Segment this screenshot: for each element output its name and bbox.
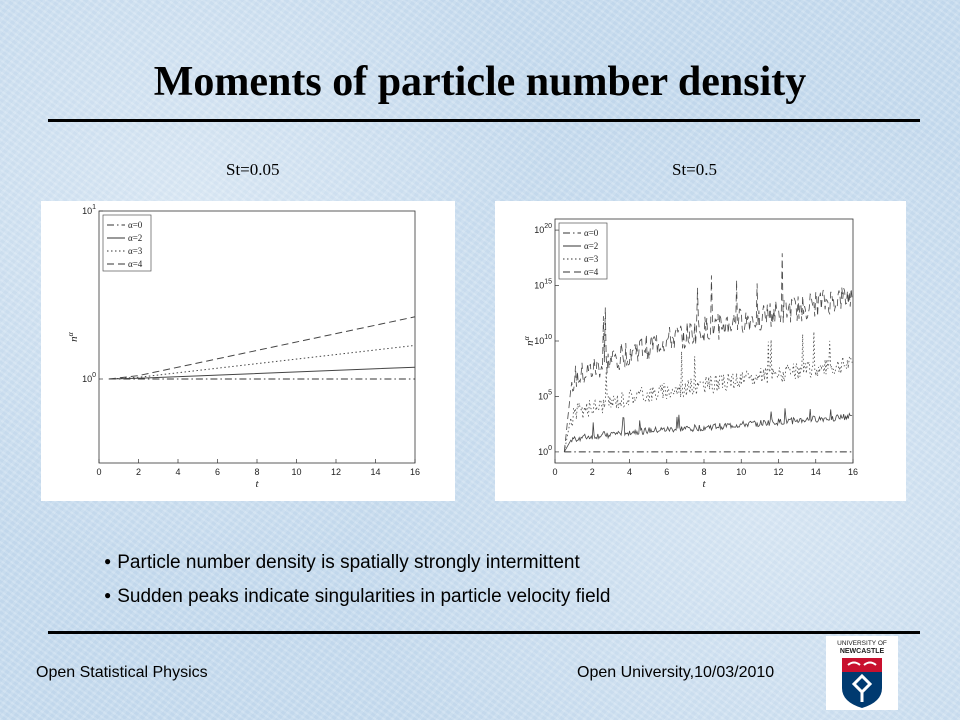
y-tick-label: 1010 xyxy=(534,334,552,346)
x-tick-label: 8 xyxy=(254,467,259,477)
x-tick-label: 2 xyxy=(136,467,141,477)
legend-label: α=2 xyxy=(128,233,142,243)
y-tick-label: 1015 xyxy=(534,279,552,291)
x-tick-label: 2 xyxy=(590,467,595,477)
y-tick-label: 100 xyxy=(538,445,552,457)
university-crest-icon: UNIVERSITY OF NEWCASTLE xyxy=(826,636,898,710)
chart-panel-left: 0 2 4 6 8 10 12 14 16 100 101 t nα α=0 α=2 α=3 α=4 xyxy=(41,201,455,501)
x-tick-label: 6 xyxy=(664,467,669,477)
x-tick-label: 4 xyxy=(175,467,180,477)
x-tick-label: 16 xyxy=(410,467,420,477)
y-tick-label: 100 xyxy=(82,372,96,384)
plot-area xyxy=(98,210,416,464)
logo-text-line1: UNIVERSITY OF xyxy=(837,640,887,647)
y-axis-label: nα xyxy=(522,335,536,346)
panel-label-left: St=0.05 xyxy=(226,160,280,179)
title-divider xyxy=(48,119,920,122)
legend-label: α=4 xyxy=(128,259,143,269)
legend-label: α=4 xyxy=(584,267,599,277)
x-tick-label: 10 xyxy=(291,467,301,477)
x-tick-label: 14 xyxy=(811,467,821,477)
legend-label: α=0 xyxy=(128,220,143,230)
x-tick-label: 16 xyxy=(848,467,858,477)
y-axis-label: nα xyxy=(66,331,80,342)
bullet-dot-icon: ● xyxy=(104,588,112,602)
x-tick-label: 6 xyxy=(215,467,220,477)
panel-label-right: St=0.5 xyxy=(672,160,718,179)
crest-chief xyxy=(842,658,882,672)
bullet-list: ● Particle number density is spatially st… xyxy=(104,545,610,613)
chart-panel-right: 0 2 4 6 8 10 12 14 16 100 105 1010 1015 1020 t nα α=0 α=2… xyxy=(495,201,906,501)
x-tick-label: 12 xyxy=(331,467,341,477)
y-tick-label: 1020 xyxy=(534,223,552,235)
series-line xyxy=(108,366,416,380)
series-line xyxy=(563,253,853,452)
legend-label: α=0 xyxy=(584,228,599,238)
series-line xyxy=(563,408,853,453)
x-tick-label: 12 xyxy=(773,467,783,477)
x-tick-label: 0 xyxy=(96,467,101,477)
legend-box xyxy=(102,214,152,272)
footer-divider xyxy=(48,631,920,634)
x-tick-label: 10 xyxy=(736,467,746,477)
legend-label: α=3 xyxy=(128,246,143,256)
chart-st005: 0 2 4 6 8 10 12 14 16 100 101 t nα α=0 α=2 α=3 α=4 xyxy=(66,204,420,490)
slide-title: Moments of particle number density xyxy=(153,59,807,105)
legend-label: α=2 xyxy=(584,241,598,251)
bullet-text: Sudden peaks indicate singularities in p… xyxy=(117,586,611,607)
legend-label: α=3 xyxy=(584,254,599,264)
bullet-item: ● Particle number density is spatially st… xyxy=(104,545,610,579)
footer-right-text: Open University,10/03/2010 xyxy=(577,664,775,681)
y-tick-label: 105 xyxy=(538,389,552,401)
x-axis-label: t xyxy=(255,478,259,490)
x-tick-label: 8 xyxy=(701,467,706,477)
bullet-text: Particle number density is spatially str… xyxy=(117,552,580,573)
logo-text-line2: NEWCASTLE xyxy=(840,648,885,655)
legend-box xyxy=(558,222,608,280)
bullet-dot-icon: ● xyxy=(104,554,112,568)
x-tick-label: 0 xyxy=(552,467,557,477)
bullet-item: ● Sudden peaks indicate singularities in … xyxy=(104,579,610,613)
chart-st05: 0 2 4 6 8 10 12 14 16 100 105 1010 1015 1020 t nα α=0 α=2… xyxy=(522,218,858,490)
footer-left-text: Open Statistical Physics xyxy=(36,664,208,681)
x-tick-label: 14 xyxy=(370,467,380,477)
x-tick-label: 4 xyxy=(627,467,632,477)
x-axis-label: t xyxy=(702,478,706,490)
y-tick-label: 101 xyxy=(82,204,96,216)
